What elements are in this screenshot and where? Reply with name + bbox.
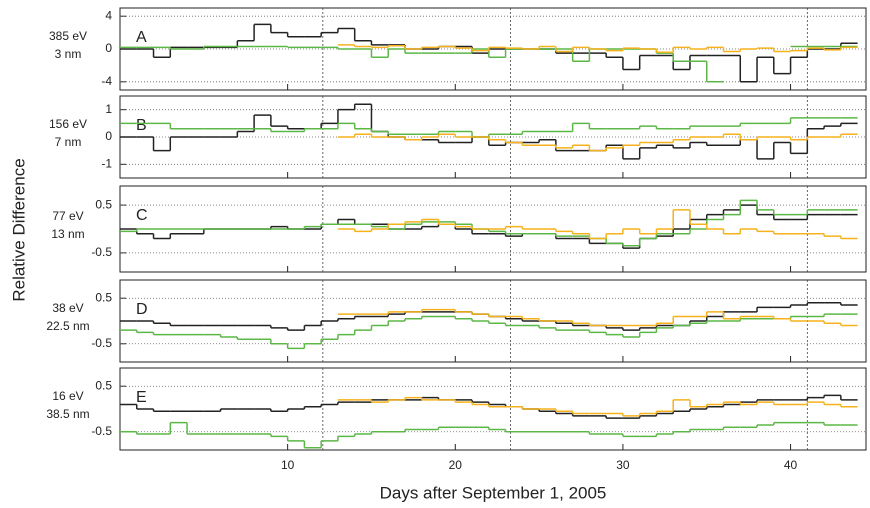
y-tick-label: 1 — [105, 102, 112, 116]
side-label: 38 eV — [52, 301, 83, 315]
side-label: 77 eV — [52, 209, 83, 223]
x-axis-title: Days after September 1, 2005 — [380, 483, 607, 502]
side-label: 7 nm — [55, 135, 82, 149]
panel-letter: A — [136, 29, 147, 46]
panel-letter: C — [136, 207, 148, 224]
side-label: 13 nm — [51, 227, 84, 241]
x-tick-label: 20 — [449, 458, 463, 472]
y-tick-label: -1 — [101, 157, 112, 171]
side-label: 156 eV — [49, 117, 87, 131]
y-tick-label: -0.5 — [91, 424, 112, 438]
x-tick-label: 40 — [784, 458, 798, 472]
x-tick-label: 10 — [281, 458, 295, 472]
side-label: 38.5 nm — [46, 407, 89, 421]
y-tick-label: 4 — [105, 8, 112, 22]
panel-letter: D — [136, 301, 148, 318]
panel-frame — [119, 279, 867, 363]
panel-frame — [119, 367, 867, 451]
y-tick-label: 0 — [105, 41, 112, 55]
y-tick-label: -4 — [101, 74, 112, 88]
side-label: 22.5 nm — [46, 319, 89, 333]
y-axis-title: Relative Difference — [9, 158, 28, 301]
y-tick-label: 0.5 — [95, 197, 112, 211]
panel-letter: B — [136, 117, 147, 134]
y-tick-label: 0.5 — [95, 378, 112, 392]
side-label: 385 eV — [49, 29, 87, 43]
side-label: 16 eV — [52, 389, 83, 403]
side-label: 3 nm — [55, 47, 82, 61]
y-tick-label: -0.5 — [91, 336, 112, 350]
y-tick-label: 0 — [105, 129, 112, 143]
panel-letter: E — [136, 389, 147, 406]
x-tick-label: 30 — [616, 458, 630, 472]
y-tick-label: -0.5 — [91, 245, 112, 259]
y-tick-label: 0.5 — [95, 290, 112, 304]
